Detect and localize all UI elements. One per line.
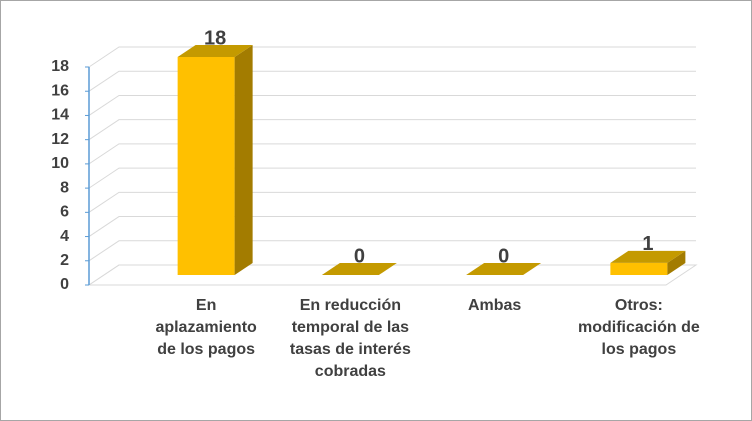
grid-line (88, 70, 696, 92)
bar (610, 250, 686, 275)
bar-top (321, 263, 397, 275)
bar (321, 263, 397, 275)
x-tick-label: En aplazamiento de los pagos (155, 297, 257, 358)
bar (177, 45, 253, 275)
bar-top (177, 45, 253, 57)
grid-line (88, 46, 696, 68)
y-tick-label: 18 (51, 58, 69, 75)
bar-side (667, 250, 686, 275)
y-tick-label: 2 (60, 252, 69, 269)
bar-top (610, 250, 686, 263)
y-tick-label: 10 (51, 155, 69, 172)
y-tick-label: 16 (51, 82, 69, 99)
bar-top (466, 263, 542, 275)
bar-side (234, 45, 253, 275)
y-tick-label: 14 (51, 107, 69, 124)
x-tick-label: Otros: modificación de los pagos (577, 297, 700, 358)
grid-line (88, 191, 696, 213)
bar-front (177, 57, 235, 275)
grid-line (88, 94, 696, 116)
y-tick-label: 6 (60, 204, 69, 221)
data-label: 18 (204, 27, 226, 49)
y-tick-label: 0 (60, 276, 69, 293)
grid-line (88, 216, 696, 237)
data-label: 0 (498, 245, 509, 267)
y-tick-label: 12 (51, 131, 69, 148)
data-label: 0 (354, 245, 365, 267)
x-tick-label: Ambas (467, 297, 522, 314)
bar (466, 263, 542, 275)
grid-line (88, 240, 696, 262)
y-tick-label: 4 (60, 228, 69, 245)
x-tick-label: En reducción temporal de las tasas de in… (289, 297, 411, 380)
grid-line (88, 119, 696, 141)
bar-front (610, 262, 668, 275)
grid-line (88, 143, 696, 165)
y-tick-label: 8 (60, 179, 69, 196)
grid-line (88, 167, 696, 189)
data-label: 1 (642, 233, 653, 255)
